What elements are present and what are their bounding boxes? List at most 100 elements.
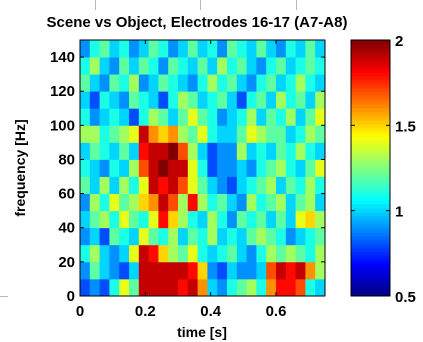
heatmap-cell <box>227 244 238 263</box>
heatmap-cell <box>207 159 218 177</box>
heatmap-cell <box>129 142 140 160</box>
heatmap-cell <box>217 210 228 229</box>
colorbar-band <box>351 200 390 205</box>
plot-frame <box>79 39 326 297</box>
heatmap-cell <box>148 91 159 109</box>
heatmap-cell <box>138 57 149 75</box>
heatmap-cell <box>187 261 198 280</box>
heatmap-cell <box>187 108 198 126</box>
heatmap-cell <box>266 74 277 92</box>
heatmap-cell <box>236 210 247 229</box>
heatmap-cell <box>197 278 208 297</box>
heatmap-cell <box>227 74 238 92</box>
heatmap-cell <box>89 57 100 75</box>
heatmap-cell <box>138 227 149 246</box>
heatmap-cell <box>119 210 130 229</box>
heatmap-cell <box>246 40 257 58</box>
heatmap-cell <box>89 176 100 194</box>
colorbar-band <box>351 44 390 49</box>
heatmap-cell <box>276 108 287 126</box>
heatmap-cell <box>197 261 208 280</box>
heatmap-cell <box>266 57 277 75</box>
heatmap-cell <box>256 261 267 280</box>
heatmap-cell <box>256 193 267 212</box>
colorbar-band <box>351 92 390 97</box>
heatmap-cell <box>246 193 257 212</box>
heatmap-cell <box>99 227 110 246</box>
heatmap-cell <box>236 57 247 75</box>
heatmap-cell <box>315 193 326 212</box>
heatmap-cell <box>148 227 159 246</box>
colorbar-band <box>351 136 390 141</box>
heatmap-cell <box>207 244 218 263</box>
heatmap-cell <box>197 227 208 246</box>
heatmap-cell <box>217 57 228 75</box>
heatmap-cell <box>178 142 189 160</box>
heatmap-cell <box>138 40 149 58</box>
heatmap-cell <box>119 108 130 126</box>
heatmap-cell <box>168 278 179 297</box>
heatmap-cell <box>129 210 140 229</box>
heatmap-cell <box>138 244 149 263</box>
colorbar-band <box>351 56 390 61</box>
heatmap-cell <box>236 193 247 212</box>
heatmap-cell <box>217 244 228 263</box>
colorbar-tick-label: 1.5 <box>395 118 416 135</box>
colorbar-band <box>351 252 390 257</box>
heatmap-cell <box>148 108 159 126</box>
heatmap-cell <box>80 40 91 58</box>
colorbar-band <box>351 40 390 45</box>
colorbar-band <box>351 84 390 89</box>
heatmap-cell <box>217 278 228 297</box>
heatmap-cell <box>295 57 306 75</box>
heatmap-cell <box>217 159 228 177</box>
heatmap-cell <box>148 244 159 263</box>
heatmap-cell <box>305 210 316 229</box>
colorbar-band <box>351 224 390 229</box>
heatmap-cell <box>89 125 100 143</box>
heatmap-cell <box>315 278 326 297</box>
heatmap-cell <box>227 159 238 177</box>
heatmap-cell <box>187 57 198 75</box>
colorbar-band <box>351 140 390 145</box>
heatmap-cell <box>187 125 198 143</box>
heatmap-cell <box>99 142 110 160</box>
heatmap-cell <box>80 261 91 280</box>
heatmap-cell <box>80 227 91 246</box>
heatmap-cell <box>285 261 296 280</box>
heatmap-cell <box>295 278 306 297</box>
heatmap-cell <box>158 244 169 263</box>
colorbar-band <box>351 228 390 233</box>
heatmap-cell <box>129 244 140 263</box>
heatmap-cell <box>315 244 326 263</box>
heatmap-cell <box>295 108 306 126</box>
heatmap-cell <box>119 142 130 160</box>
colorbar-band <box>351 220 390 225</box>
heatmap-cell <box>138 278 149 297</box>
colorbar-tick-label: 0.5 <box>395 289 416 306</box>
heatmap-cell <box>178 193 189 212</box>
heatmap-cell <box>305 108 316 126</box>
colorbar-band <box>351 184 390 189</box>
heatmap-cell <box>109 261 120 280</box>
colorbar-band <box>351 288 390 293</box>
heatmap-cell <box>256 91 267 109</box>
heatmap-cell <box>197 142 208 160</box>
heatmap-cell <box>197 159 208 177</box>
colorbar-band <box>351 48 390 53</box>
heatmap-cell <box>187 227 198 246</box>
colorbar-band <box>351 148 390 153</box>
heatmap-cell <box>197 210 208 229</box>
heatmap-cell <box>256 142 267 160</box>
heatmap-cell <box>89 210 100 229</box>
heatmap-cell <box>119 57 130 75</box>
heatmap-cell <box>168 244 179 263</box>
heatmap-cell <box>138 108 149 126</box>
heatmap-cell <box>246 227 257 246</box>
colorbar-tick-label: 2 <box>395 33 403 50</box>
heatmap-cell <box>207 74 218 92</box>
heatmap-cell <box>138 176 149 194</box>
colorbar-band <box>351 108 390 113</box>
heatmap-cell <box>148 74 159 92</box>
